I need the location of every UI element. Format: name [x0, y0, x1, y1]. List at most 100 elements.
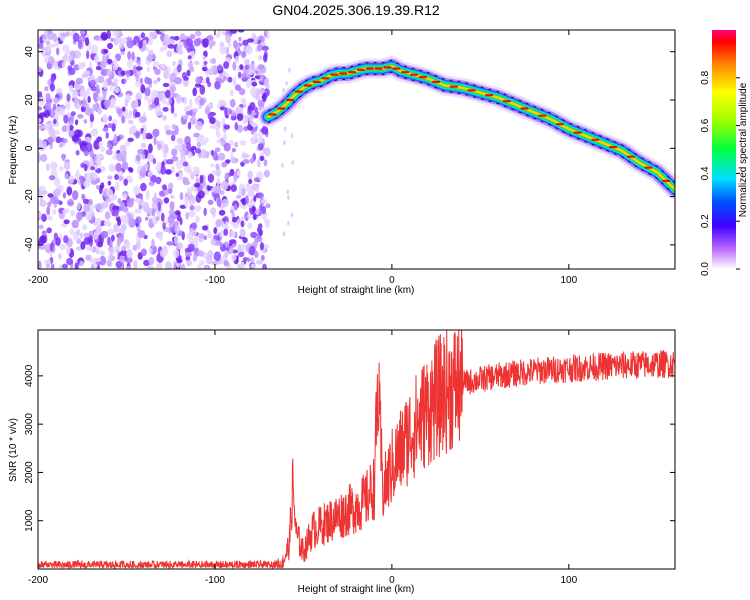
- noise-speck: [120, 70, 126, 76]
- noise-speck: [219, 106, 226, 111]
- noise-speck: [170, 104, 175, 114]
- noise-speck: [282, 140, 286, 146]
- noise-speck: [215, 167, 221, 177]
- noise-speck: [121, 161, 129, 171]
- noise-speck: [147, 97, 152, 106]
- noise-speck: [79, 232, 84, 239]
- noise-speck: [144, 87, 151, 97]
- noise-speck: [256, 259, 263, 265]
- noise-speck: [185, 251, 192, 257]
- noise-speck: [156, 77, 161, 82]
- spectrogram-x-tick-label: 0: [389, 275, 395, 286]
- noise-speck: [147, 170, 153, 177]
- noise-speck: [194, 148, 202, 154]
- noise-speck: [135, 92, 142, 102]
- noise-speck: [204, 190, 209, 196]
- noise-speck: [241, 72, 248, 79]
- noise-speck: [186, 142, 192, 151]
- noise-speck: [251, 183, 258, 191]
- noise-speck: [132, 65, 137, 75]
- noise-speck: [127, 137, 134, 142]
- noise-speck: [192, 253, 198, 262]
- noise-speck: [60, 223, 67, 228]
- noise-speck: [170, 134, 175, 142]
- noise-speck: [80, 175, 84, 186]
- noise-speck: [76, 169, 80, 177]
- noise-speck: [77, 202, 81, 210]
- colorbar-label: Normalized spectral amplitude: [738, 82, 749, 217]
- noise-speck: [53, 118, 57, 125]
- noise-speck: [202, 225, 208, 231]
- noise-speck: [281, 163, 285, 168]
- noise-speck: [203, 207, 207, 216]
- noise-speck: [77, 114, 84, 119]
- noise-speck: [263, 159, 268, 167]
- noise-speck: [96, 177, 101, 183]
- snr-y-tick-label: 2000: [24, 461, 35, 484]
- chart-title: GN04.2025.306.19.39.R12: [272, 2, 440, 18]
- noise-speck: [96, 136, 103, 143]
- noise-speck: [194, 60, 200, 65]
- noise-speck: [66, 124, 70, 133]
- noise-speck: [140, 142, 147, 149]
- noise-speck: [96, 184, 100, 190]
- noise-speck: [93, 257, 102, 263]
- noise-speck: [247, 109, 252, 115]
- noise-speck: [239, 140, 247, 146]
- noise-speck: [250, 231, 258, 239]
- noise-speck: [126, 39, 134, 49]
- noise-speck: [126, 36, 133, 41]
- noise-speck: [165, 169, 172, 175]
- noise-speck: [56, 47, 60, 56]
- noise-speck: [200, 149, 207, 159]
- noise-speck: [63, 161, 71, 171]
- noise-speck: [85, 254, 91, 261]
- noise-speck: [257, 64, 265, 70]
- noise-speck: [153, 136, 157, 146]
- noise-speck: [185, 111, 192, 116]
- noise-speck: [242, 159, 250, 164]
- noise-speck: [241, 50, 247, 59]
- noise-speck: [86, 50, 90, 60]
- spectrogram-x-tick-label: -100: [205, 275, 225, 286]
- noise-speck: [209, 42, 213, 50]
- noise-speck: [131, 51, 135, 61]
- noise-speck: [54, 106, 63, 116]
- noise-speck: [203, 60, 208, 65]
- noise-speck: [189, 34, 196, 40]
- noise-speck: [179, 217, 183, 226]
- noise-speck: [192, 108, 199, 113]
- noise-speck: [38, 118, 42, 124]
- noise-speck: [257, 223, 263, 229]
- noise-speck: [251, 137, 256, 145]
- noise-speck: [231, 254, 237, 261]
- noise-speck: [195, 215, 200, 224]
- noise-speck: [251, 81, 258, 87]
- noise-speck: [241, 188, 246, 196]
- noise-speck: [290, 133, 294, 139]
- noise-speck: [207, 173, 215, 183]
- noise-speck: [151, 238, 155, 249]
- noise-speck: [40, 46, 48, 56]
- noise-speck: [119, 201, 125, 209]
- noise-speck: [125, 113, 132, 120]
- snr-y-tick-label: 4000: [24, 364, 35, 387]
- noise-speck: [106, 68, 112, 77]
- noise-speck: [91, 128, 99, 137]
- noise-speck: [166, 159, 174, 165]
- noise-speck: [173, 248, 180, 258]
- noise-speck: [50, 75, 55, 84]
- noise-speck: [114, 57, 118, 67]
- noise-speck: [69, 84, 74, 94]
- noise-speck: [251, 122, 258, 128]
- noise-speck: [251, 205, 256, 213]
- noise-speck: [255, 208, 260, 216]
- noise-speck: [38, 112, 47, 118]
- noise-speck: [113, 208, 119, 217]
- noise-speck: [121, 78, 125, 84]
- noise-speck: [38, 96, 46, 106]
- noise-speck: [232, 61, 237, 71]
- noise-speck: [113, 86, 120, 94]
- noise-speck: [64, 173, 69, 179]
- noise-speck: [207, 199, 214, 205]
